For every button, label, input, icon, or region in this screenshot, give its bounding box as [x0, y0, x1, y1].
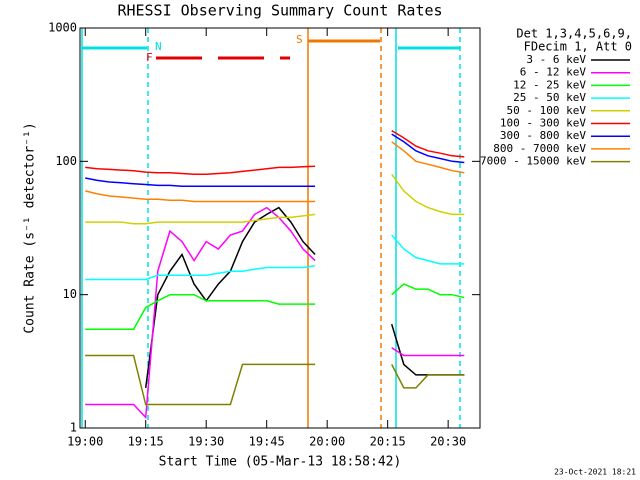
flag-label: S: [296, 33, 303, 46]
x-tick-label: 19:00: [67, 435, 103, 449]
x-axis-label: Start Time (05-Mar-13 18:58:42): [159, 455, 402, 470]
flag-label: F: [146, 51, 153, 64]
series-line: [85, 354, 465, 406]
y-tick-label: 10: [63, 287, 77, 301]
series-line: [85, 283, 465, 331]
chart-title: RHESSI Observing Summary Count Rates: [117, 2, 442, 20]
x-tick-label: 20:15: [370, 435, 406, 449]
x-tick-label: 19:45: [249, 435, 285, 449]
series-line: [85, 141, 465, 203]
x-tick-label: 19:30: [188, 435, 224, 449]
x-tick-label: 20:30: [430, 435, 466, 449]
legend-label: 12 - 25 keV: [513, 78, 586, 91]
legend-label: 7000 - 15000 keV: [480, 155, 586, 168]
legend-label: 300 - 800 keV: [500, 129, 586, 142]
series-line: [85, 206, 465, 420]
y-tick-label: 1: [70, 421, 77, 435]
x-tick-label: 19:15: [128, 435, 164, 449]
series-line: [85, 173, 465, 225]
series-line: [85, 133, 465, 188]
footer: 23-Oct-2021 18:21: [554, 468, 636, 477]
legend-label: 50 - 100 keV: [507, 104, 587, 117]
legend-label: 6 - 12 keV: [520, 66, 587, 79]
plot-frame: [79, 27, 481, 429]
legend-label: 25 - 50 keV: [513, 91, 586, 104]
series-line: [85, 129, 465, 176]
flag-markers: [81, 28, 461, 428]
legend-header: FDecim 1, Att 0: [524, 40, 632, 54]
y-tick-label: 100: [55, 154, 77, 168]
legend-label: 3 - 6 keV: [526, 53, 586, 66]
x-tick-label: 20:00: [309, 435, 345, 449]
series-line: [85, 234, 465, 281]
legend-label: 800 - 7000 keV: [493, 142, 586, 155]
legend-header: Det 1,3,4,5,6,9,: [516, 27, 632, 41]
y-axis-label: Count Rate (s⁻¹ detector⁻¹): [23, 122, 38, 333]
flag-label: N: [155, 40, 162, 53]
y-tick-label: 1000: [48, 21, 77, 35]
legend-label: 100 - 300 keV: [500, 117, 586, 130]
